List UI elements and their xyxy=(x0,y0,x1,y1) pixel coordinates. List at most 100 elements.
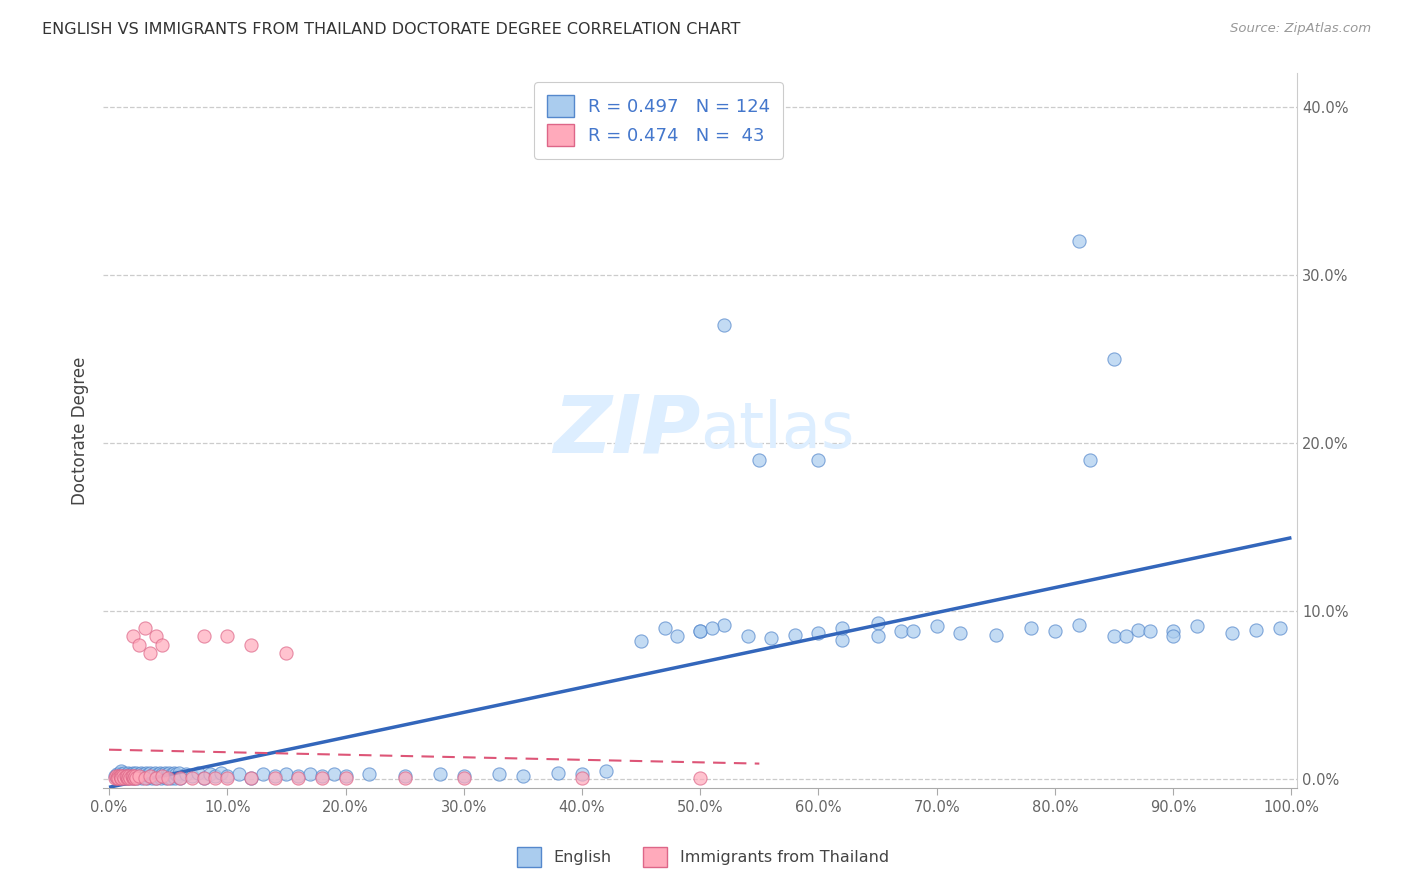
Point xyxy=(193,771,215,785)
Point xyxy=(156,767,179,781)
Point xyxy=(135,765,157,780)
Point xyxy=(105,771,128,785)
Point xyxy=(630,634,652,648)
Point xyxy=(139,765,162,780)
Point xyxy=(132,767,155,781)
Point xyxy=(1043,624,1066,639)
Point xyxy=(112,769,135,783)
Point xyxy=(159,771,181,785)
Point xyxy=(104,769,127,783)
Point xyxy=(108,765,131,780)
Point xyxy=(121,629,143,643)
Point xyxy=(139,769,162,783)
Point xyxy=(114,771,136,785)
Point xyxy=(128,767,150,781)
Point xyxy=(217,629,239,643)
Point xyxy=(122,771,145,785)
Point xyxy=(1220,626,1243,640)
Point xyxy=(1268,621,1291,635)
Point xyxy=(117,765,139,780)
Point xyxy=(1244,623,1267,637)
Point xyxy=(157,769,180,783)
Point xyxy=(689,624,711,639)
Point xyxy=(287,769,309,783)
Point xyxy=(1185,619,1208,633)
Point xyxy=(115,771,138,785)
Point xyxy=(128,638,150,652)
Point xyxy=(239,638,262,652)
Point xyxy=(121,765,143,780)
Point xyxy=(1161,629,1184,643)
Point xyxy=(150,638,173,652)
Point xyxy=(831,621,853,635)
Point xyxy=(311,771,333,785)
Point xyxy=(121,769,143,783)
Point xyxy=(1126,623,1149,637)
Point xyxy=(165,767,187,781)
Point xyxy=(114,769,136,783)
Point xyxy=(120,771,142,785)
Point xyxy=(737,629,759,643)
Point xyxy=(131,771,153,785)
Point xyxy=(453,771,475,785)
Point xyxy=(120,767,142,781)
Point xyxy=(713,318,735,333)
Point xyxy=(335,771,357,785)
Point xyxy=(807,626,830,640)
Point xyxy=(139,646,162,660)
Point xyxy=(1161,624,1184,639)
Text: atlas: atlas xyxy=(700,400,855,461)
Point xyxy=(145,771,167,785)
Point xyxy=(252,767,274,781)
Point xyxy=(198,767,221,781)
Point xyxy=(138,769,160,783)
Point xyxy=(547,765,569,780)
Point xyxy=(136,767,159,781)
Text: Source: ZipAtlas.com: Source: ZipAtlas.com xyxy=(1230,22,1371,36)
Point xyxy=(121,769,143,783)
Point xyxy=(121,769,143,783)
Point xyxy=(700,621,723,635)
Point xyxy=(105,767,128,781)
Point xyxy=(311,769,333,783)
Point xyxy=(689,771,711,785)
Point xyxy=(359,767,381,781)
Point xyxy=(187,765,209,780)
Point xyxy=(150,767,173,781)
Point xyxy=(129,765,152,780)
Point xyxy=(141,771,163,785)
Point xyxy=(125,765,148,780)
Point xyxy=(713,617,735,632)
Point xyxy=(157,771,180,785)
Point xyxy=(263,771,285,785)
Point xyxy=(217,769,239,783)
Y-axis label: Doctorate Degree: Doctorate Degree xyxy=(72,356,89,505)
Point xyxy=(148,769,170,783)
Point xyxy=(228,767,250,781)
Text: ENGLISH VS IMMIGRANTS FROM THAILAND DOCTORATE DEGREE CORRELATION CHART: ENGLISH VS IMMIGRANTS FROM THAILAND DOCT… xyxy=(42,22,741,37)
Point xyxy=(453,769,475,783)
Point xyxy=(105,769,128,783)
Point xyxy=(121,771,143,785)
Point xyxy=(276,646,298,660)
Point xyxy=(142,767,165,781)
Point xyxy=(107,771,129,785)
Point xyxy=(276,767,298,781)
Point xyxy=(110,771,132,785)
Point xyxy=(394,771,416,785)
Point xyxy=(169,771,191,785)
Point xyxy=(866,615,889,630)
Point xyxy=(110,769,132,783)
Point xyxy=(163,765,186,780)
Point xyxy=(571,771,593,785)
Point xyxy=(984,628,1007,642)
Point xyxy=(783,628,806,642)
Text: ZIP: ZIP xyxy=(553,392,700,469)
Point xyxy=(150,771,173,785)
Point xyxy=(150,769,173,783)
Point xyxy=(112,771,135,785)
Point xyxy=(807,452,830,467)
Point xyxy=(1019,621,1042,635)
Point xyxy=(890,624,912,639)
Point xyxy=(1102,629,1125,643)
